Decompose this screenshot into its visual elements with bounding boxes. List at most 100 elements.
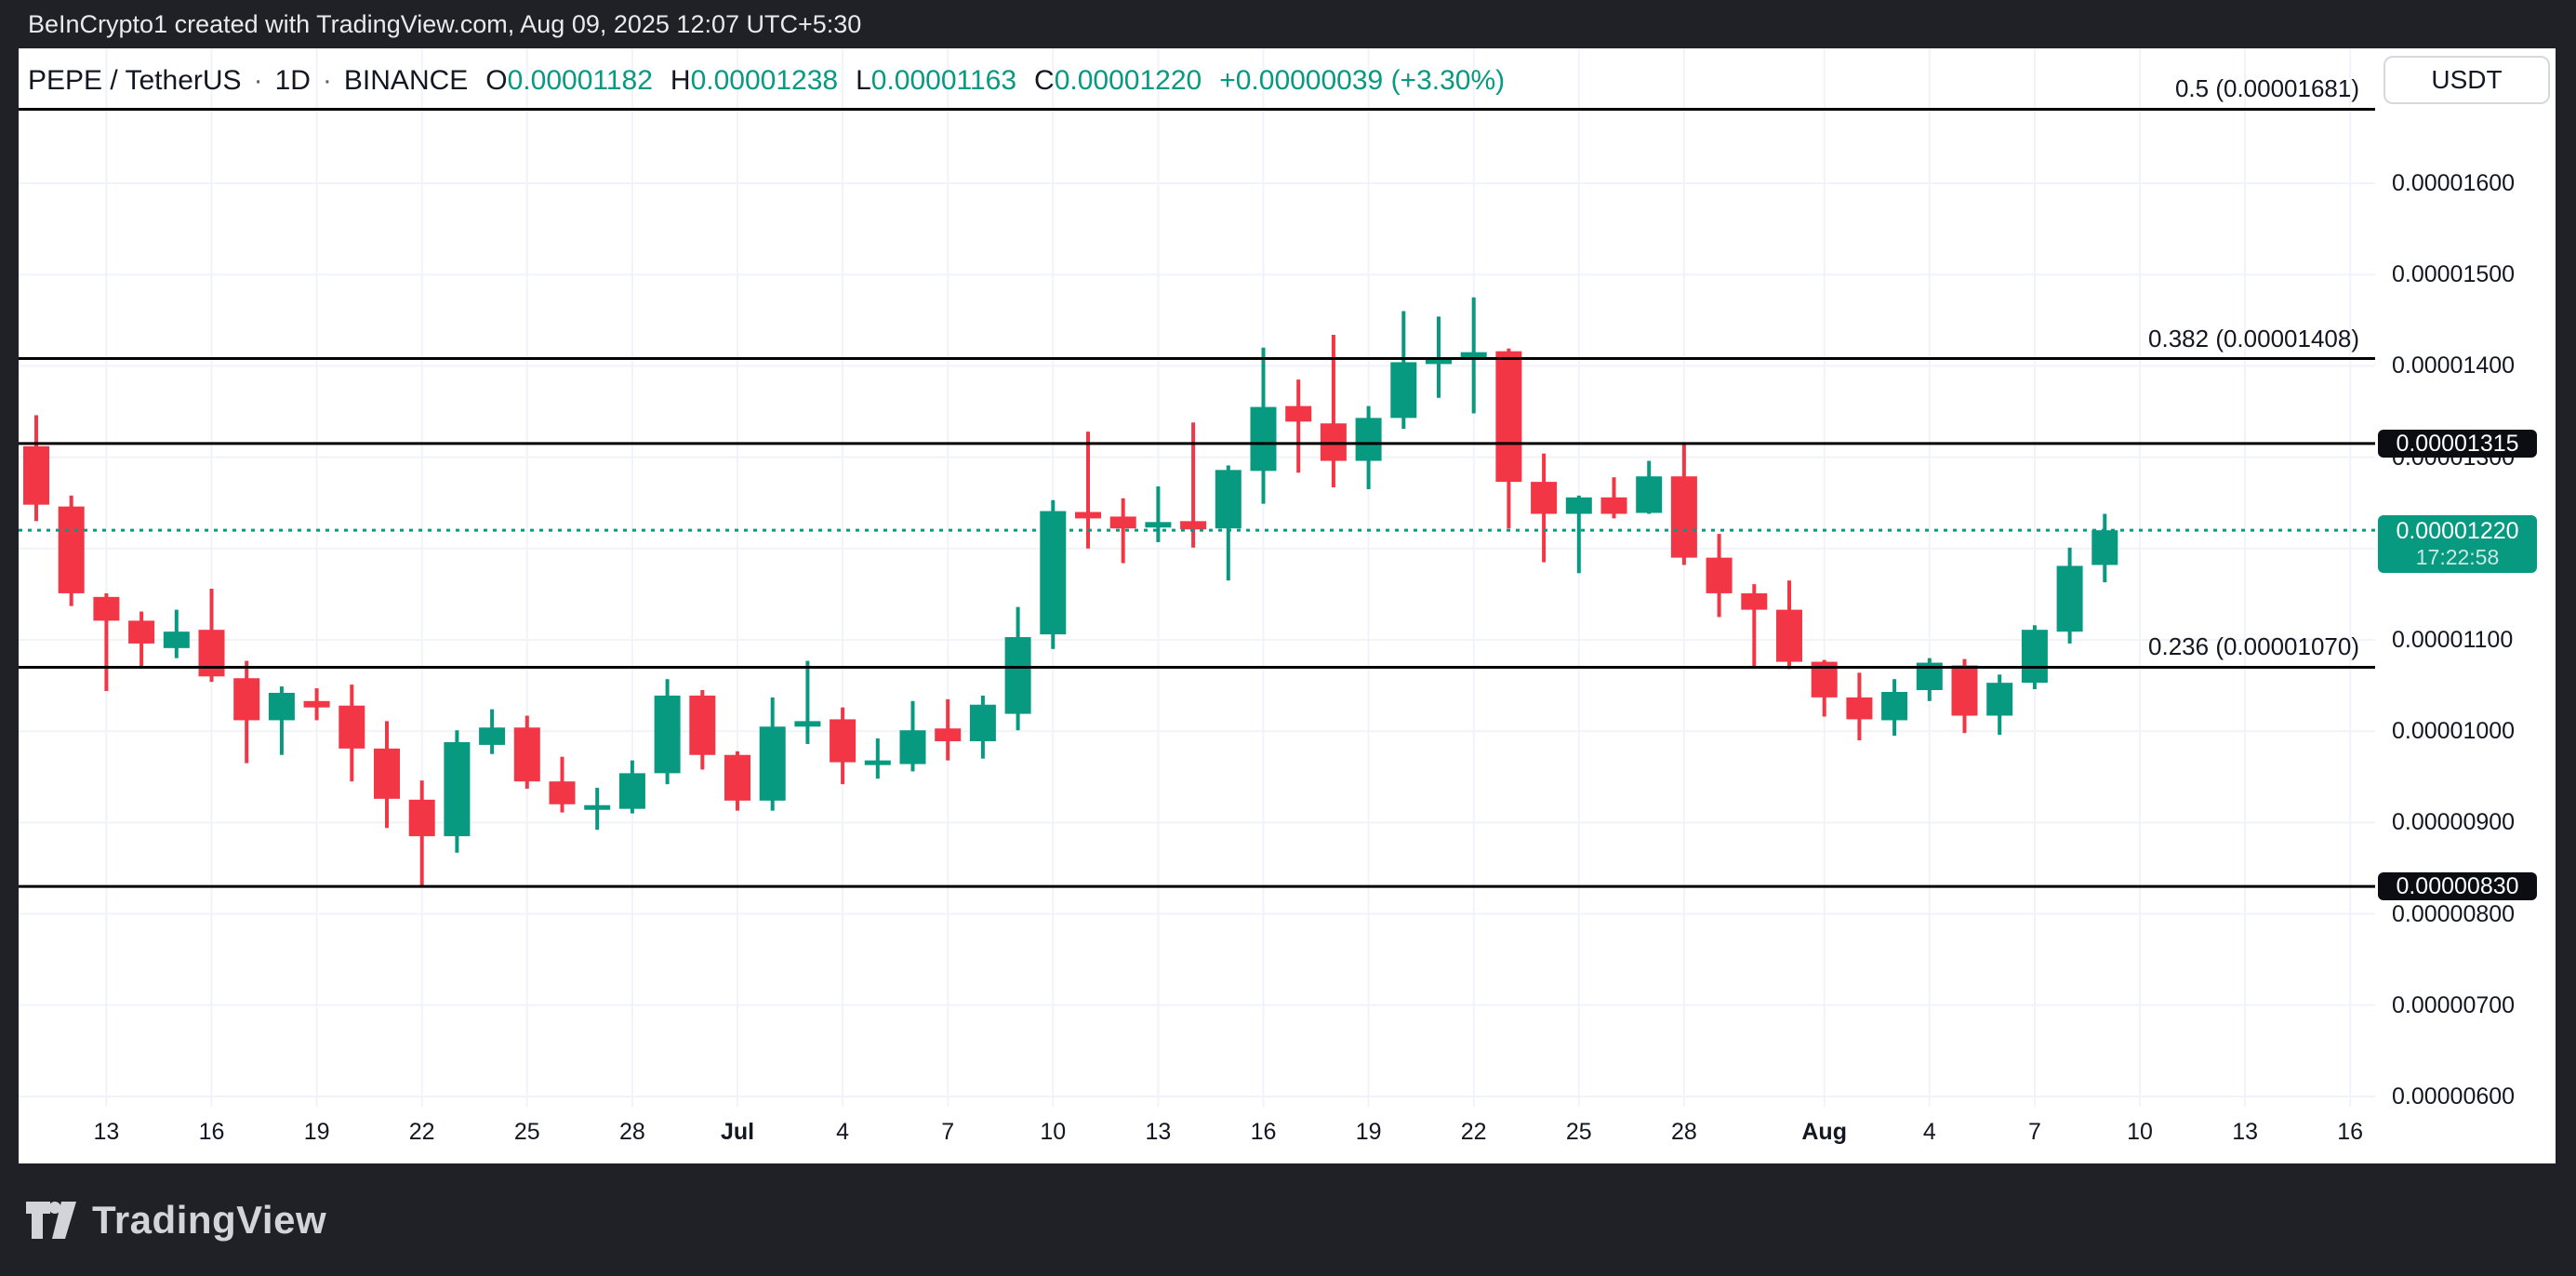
candle-body (303, 700, 330, 708)
candle (1565, 495, 1592, 574)
candle-body (58, 506, 85, 593)
header-separator: · (322, 65, 332, 96)
candle (830, 707, 856, 785)
footer-bar: TradingView (0, 1163, 2576, 1276)
candle-body (1215, 470, 1242, 529)
candle (1670, 443, 1697, 565)
candle-body (268, 692, 295, 721)
price-scale-label: 0.00001500 (2392, 261, 2516, 288)
candle (1636, 460, 1663, 514)
candle (724, 751, 750, 811)
candle (268, 686, 295, 755)
candle-wick (279, 686, 284, 755)
header-separator: · (253, 65, 263, 96)
price-change: +0.00000039 (+3.30%) (1219, 65, 1506, 96)
candle-body (549, 781, 576, 804)
candle-body (864, 760, 891, 765)
candle (1390, 311, 1417, 430)
candle-body (724, 754, 750, 801)
time-axis[interactable]: 13 16 19 22 25 28 Jul 4 7 10 13 16 19 22 25 28 Aug 4 7 10 13… (19, 1107, 2375, 1163)
candle (303, 688, 330, 721)
candle-body (654, 695, 681, 774)
candle-wick (1121, 498, 1125, 564)
attribution-bar: BeInCrypto1 created with TradingView.com… (0, 0, 2576, 48)
candle (2056, 547, 2083, 644)
price-scale[interactable]: 0.00000600 0.00000700 0.00000800 0.00000900… (2375, 48, 2556, 1163)
candle-body (1004, 637, 1031, 714)
close-value: 0.00001220 (1054, 65, 1202, 96)
close-label: C (1034, 65, 1055, 96)
price-scale-label: 0.00001100 (2392, 627, 2514, 653)
fib-label-0.5[interactable]: 0.5 (0.00001681) (2174, 74, 2359, 103)
candle-wick (1191, 422, 1196, 548)
fib-label-0.236[interactable]: 0.236 (0.00001070) (2148, 632, 2359, 661)
candle (1285, 379, 1312, 473)
candle (584, 788, 611, 831)
candle (1109, 498, 1136, 564)
time-axis-label: 7 (941, 1119, 955, 1145)
candle-body (1706, 557, 1733, 593)
candle-body (1741, 592, 1768, 610)
candle (128, 611, 155, 669)
candle-body (198, 630, 225, 677)
candle (1180, 422, 1207, 548)
time-axis-label: 13 (2232, 1119, 2258, 1145)
candle (1986, 674, 2013, 736)
candle-body (2021, 630, 2048, 684)
candle-body (830, 719, 856, 763)
candle-body (444, 741, 471, 837)
candle (969, 695, 996, 759)
candle-body (1951, 665, 1978, 716)
candle (1531, 453, 1558, 563)
time-axis-label: 16 (198, 1119, 225, 1145)
candle (479, 709, 506, 754)
candle (444, 730, 471, 853)
price-scale-label: 0.00000700 (2392, 991, 2516, 1018)
candle-wick (1086, 432, 1090, 549)
candle-wick (875, 738, 880, 779)
candle-body (163, 631, 190, 648)
candle (1881, 679, 1908, 737)
price-scale-label: 0.00000900 (2392, 809, 2516, 836)
candle-body (479, 727, 506, 745)
high-label: H (670, 65, 691, 96)
interval-selector[interactable]: 1D (274, 65, 311, 96)
candle (1355, 405, 1382, 489)
time-axis-label: 22 (1460, 1119, 1487, 1145)
tradingview-wordmark[interactable]: TradingView (92, 1197, 327, 1242)
time-axis-label: 19 (303, 1119, 330, 1145)
fib-label-0.382[interactable]: 0.382 (0.00001408) (2148, 324, 2359, 352)
symbol-title[interactable]: PEPE / TetherUS (28, 65, 242, 96)
candle (864, 738, 891, 779)
candle (58, 495, 85, 606)
candle (1495, 348, 1522, 529)
candle (1040, 499, 1067, 649)
candle-body (759, 726, 786, 801)
exchange-name[interactable]: BINANCE (343, 65, 469, 96)
current-price-value: 0.00001220 (2396, 518, 2519, 545)
candle (1250, 347, 1277, 504)
candle (2021, 625, 2048, 690)
candle (1916, 658, 1943, 701)
currency-button[interactable]: USDT (2383, 56, 2550, 104)
candle-body (1600, 497, 1627, 514)
candle-body (1180, 521, 1207, 530)
candle (1776, 580, 1802, 670)
candle-body (935, 728, 962, 742)
time-axis-label: 19 (1355, 1119, 1382, 1145)
tradingview-logo-icon[interactable] (26, 1201, 76, 1239)
candle-wick (1156, 486, 1161, 542)
candle (549, 756, 576, 813)
candle-body (23, 445, 49, 505)
chart-plot[interactable] (19, 48, 2375, 1107)
candle (23, 415, 49, 522)
candle-body (513, 727, 540, 782)
candle-body (2091, 530, 2118, 565)
price-scale-label: 0.00001000 (2392, 718, 2516, 745)
candle (1145, 486, 1172, 542)
time-axis-label: 7 (2027, 1119, 2041, 1145)
candle-body (374, 748, 400, 799)
candle-body (339, 705, 365, 749)
chart-panel: PEPE / TetherUS · 1D · BINANCE O 0.000011… (19, 48, 2556, 1163)
price-scale-label: 0.00001600 (2392, 170, 2516, 196)
